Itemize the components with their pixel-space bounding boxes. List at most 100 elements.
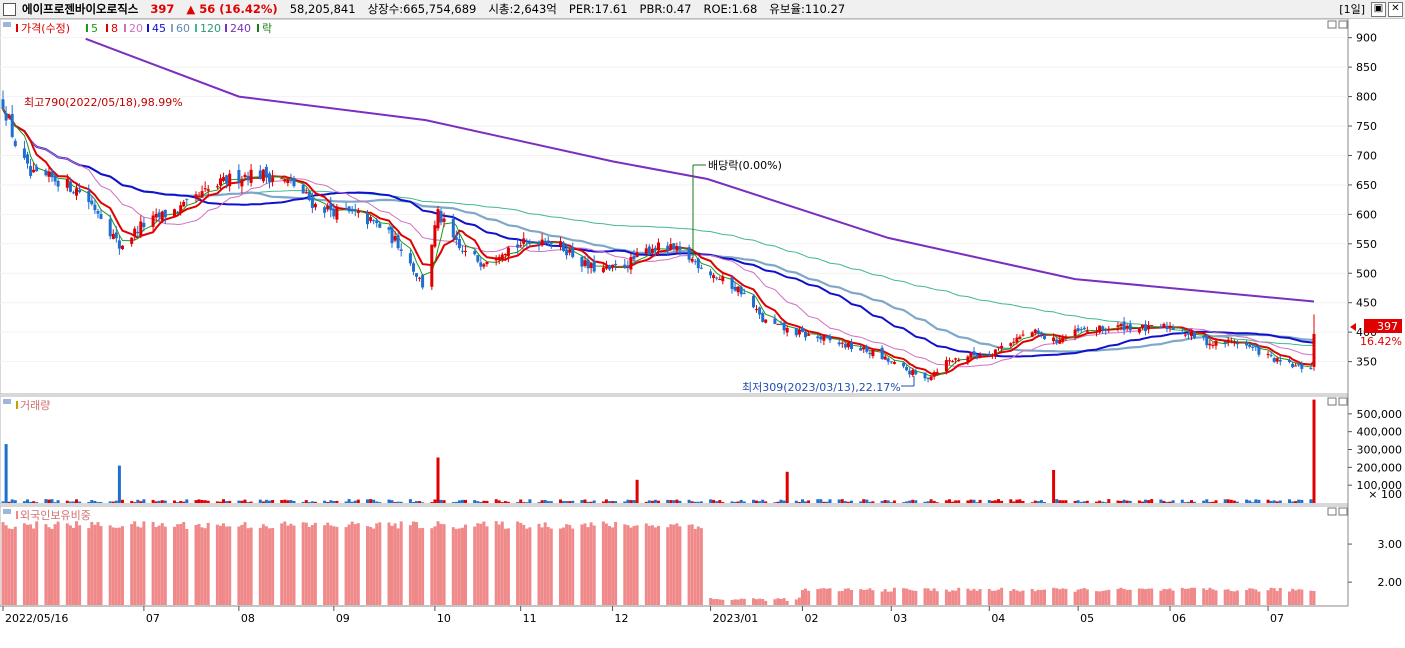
volume-bar <box>712 499 716 503</box>
foreign-bar <box>1137 588 1141 605</box>
panel-buttons[interactable] <box>1327 20 1348 516</box>
volume-bar <box>592 500 596 503</box>
candle-body <box>822 336 826 341</box>
candle-body <box>503 253 507 256</box>
foreign-bar <box>130 524 134 605</box>
candle-body <box>32 169 36 173</box>
candle-body <box>537 241 541 245</box>
foreign-bar <box>528 527 532 605</box>
candle-body <box>87 191 91 203</box>
restore-icon[interactable]: ▣ <box>1371 1 1386 17</box>
candle-body <box>454 236 458 240</box>
price-legend: 가격(수정) 5 8 20 45 60 120 240 락 <box>3 22 272 35</box>
candle-body <box>978 354 982 357</box>
select-checkbox[interactable] <box>3 2 16 16</box>
candle-body <box>1098 325 1102 333</box>
volume-bar <box>1190 500 1193 503</box>
legend-ma5: 5 <box>91 22 98 35</box>
foreign-bar <box>50 528 54 605</box>
candle-body <box>715 277 719 279</box>
candle-body <box>485 262 489 265</box>
volume-bar <box>347 499 351 503</box>
candle-body <box>1033 329 1037 334</box>
volume-bar <box>1018 499 1022 503</box>
foreign-bar <box>485 526 489 605</box>
candle-body <box>206 189 210 191</box>
candle-body <box>546 240 550 243</box>
volume-bar <box>497 500 501 503</box>
foreign-bar <box>1232 591 1236 605</box>
volume-bar <box>1269 501 1273 503</box>
volume-bar <box>537 502 541 503</box>
volume-bar <box>246 502 250 503</box>
candle-body <box>117 240 121 249</box>
foreign-bar <box>1211 589 1215 605</box>
candle-body <box>1122 321 1126 331</box>
volume-bar <box>182 501 186 503</box>
foreign-bar <box>454 528 458 605</box>
candle-body <box>1128 324 1132 331</box>
foreign-bar <box>583 523 587 605</box>
foreign-bar <box>782 598 786 605</box>
candle-body <box>742 293 746 295</box>
foreign-bar <box>280 523 284 605</box>
foreign-bar <box>889 591 893 605</box>
candle-body <box>1079 329 1083 331</box>
volume-bar <box>733 501 737 503</box>
candle-body <box>880 347 884 359</box>
candle-body <box>687 247 691 260</box>
candle-body <box>421 275 425 288</box>
foreign-bar <box>540 527 544 605</box>
volume-bar <box>7 501 11 503</box>
volume-bar <box>243 499 247 503</box>
foreign-bar <box>313 522 317 605</box>
candle-body <box>819 336 823 340</box>
volume-bar <box>601 501 605 503</box>
candle-body <box>173 209 176 217</box>
volume-bar <box>433 499 437 503</box>
candle-body <box>506 247 510 257</box>
foreign-bar <box>160 523 164 605</box>
volume-bar <box>307 502 311 503</box>
foreign-bar <box>923 588 927 605</box>
foreign-bar <box>779 599 783 605</box>
foreign-bar <box>228 526 232 605</box>
foreign-bar <box>1272 588 1276 605</box>
foreign-bar <box>1043 589 1046 605</box>
volume-bar <box>369 499 373 503</box>
close-icon[interactable]: ✕ <box>1388 1 1403 17</box>
foreign-bar <box>758 598 762 605</box>
candle-body <box>1162 323 1166 328</box>
legend-ma20: 20 <box>129 22 143 35</box>
foreign-bar <box>436 521 440 605</box>
candle-body <box>1082 327 1086 330</box>
candle-body <box>1043 334 1046 340</box>
volume-bar <box>761 499 765 503</box>
volume-bar <box>375 501 379 503</box>
candle-body <box>693 261 697 263</box>
foreign-bar <box>819 588 823 605</box>
volume-bar <box>1079 501 1083 503</box>
candle-body <box>473 251 477 255</box>
period-selector[interactable]: [1일] <box>1339 3 1365 16</box>
foreign-bar <box>911 590 915 605</box>
volume-bar <box>154 501 158 503</box>
volume-bar <box>206 500 210 503</box>
candle-body <box>626 265 630 267</box>
foreign-bar <box>580 524 584 605</box>
candle-body <box>736 286 740 293</box>
candle-body <box>653 247 657 251</box>
foreign-bar <box>1190 587 1193 605</box>
volume-bar <box>237 500 241 503</box>
foreign-bar <box>687 524 691 605</box>
volume-bar <box>249 501 253 503</box>
volume-bar <box>568 501 572 503</box>
price-tick-label: 850 <box>1356 61 1377 74</box>
candle-body <box>479 262 483 267</box>
foreign-bar <box>837 591 841 605</box>
foreign-bar <box>68 525 72 605</box>
foreign-bar <box>237 526 241 605</box>
foreign-bar <box>905 588 909 605</box>
candle-body <box>323 207 327 213</box>
volume-bar <box>121 499 124 503</box>
